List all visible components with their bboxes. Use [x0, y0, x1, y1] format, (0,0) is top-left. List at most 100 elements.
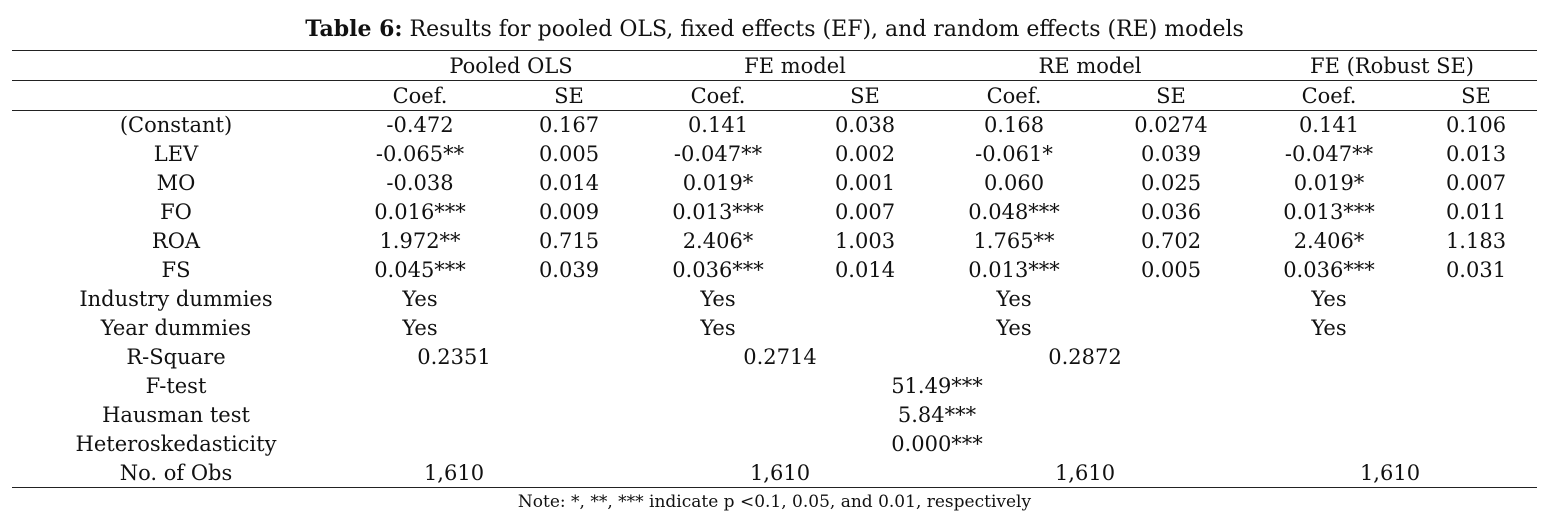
- table-cell: 0.009: [538, 200, 600, 224]
- table-cell: Yes: [700, 287, 736, 311]
- obs-value: 1,610: [1359, 461, 1421, 485]
- row-label: LEV: [153, 142, 199, 166]
- row-label: F-test: [145, 374, 207, 398]
- table-row: (Constant) -0.472 0.167 0.141 0.038 0.168 0.02…: [0, 111, 1549, 140]
- obs-value: 1,610: [1054, 461, 1116, 485]
- table-cell: 0.715: [538, 229, 600, 253]
- table-cell: -0.038: [386, 171, 454, 195]
- subheader-se: SE: [554, 84, 584, 108]
- subheader-se: SE: [850, 84, 880, 108]
- table-cell: 0.106: [1445, 113, 1507, 137]
- table-cell: Yes: [996, 316, 1032, 340]
- table-cell: 0.013: [1445, 142, 1507, 166]
- group-header-fe-robust: FE (Robust SE): [1310, 54, 1474, 78]
- table-cell: 0.168: [983, 113, 1045, 137]
- table-cell: 0.141: [1298, 113, 1360, 137]
- table-cell: 0.048***: [968, 200, 1060, 224]
- subheader-se: SE: [1461, 84, 1491, 108]
- table-cell: 0.141: [687, 113, 749, 137]
- group-header-fe-model: FE model: [744, 54, 846, 78]
- table-caption: Table 6: Results for pooled OLS, fixed e…: [0, 14, 1549, 45]
- table-row: Industry dummies Yes Yes Yes Yes: [0, 285, 1549, 314]
- table-cell: 0.025: [1140, 171, 1202, 195]
- table-cell: 0.039: [1140, 142, 1202, 166]
- row-label: Heteroskedasticity: [75, 432, 277, 456]
- rsquare-row: R-Square 0.2351 0.2714 0.2872: [0, 343, 1549, 372]
- table-cell: 0.002: [834, 142, 896, 166]
- table-cell: 0.005: [1140, 258, 1202, 282]
- table-cell: 1.765**: [973, 229, 1055, 253]
- table-cell: 0.167: [538, 113, 600, 137]
- table-cell: 0.013***: [968, 258, 1060, 282]
- subheader-coef: Coef.: [1301, 84, 1357, 108]
- table-cell: 2.406*: [1293, 229, 1365, 253]
- rsquare-value: 0.2714: [743, 345, 817, 369]
- table-cell: 0.013***: [1283, 200, 1375, 224]
- table-cell: 0.011: [1445, 200, 1507, 224]
- table-cell: 0.019*: [1293, 171, 1365, 195]
- table-cell: 0.007: [1445, 171, 1507, 195]
- table-cell: Yes: [1311, 287, 1347, 311]
- row-label: FS: [161, 258, 191, 282]
- table-cell: 0.702: [1140, 229, 1202, 253]
- table-cell: Yes: [996, 287, 1032, 311]
- table-row: FS 0.045*** 0.039 0.036*** 0.014 0.013*** 0.00…: [0, 256, 1549, 285]
- row-label: (Constant): [119, 113, 233, 137]
- table-row: FO 0.016*** 0.009 0.013*** 0.007 0.048*** 0.03…: [0, 198, 1549, 227]
- table-cell: 0.014: [538, 171, 600, 195]
- table-caption-label: Table 6:: [305, 16, 403, 42]
- row-label: Hausman test: [102, 403, 250, 427]
- obs-row: No. of Obs 1,610 1,610 1,610 1,610: [0, 459, 1549, 488]
- table-cell: 0.005: [538, 142, 600, 166]
- table-cell: -0.061*: [975, 142, 1053, 166]
- table-row: Year dummies Yes Yes Yes Yes: [0, 314, 1549, 343]
- table-cell: 0.039: [538, 258, 600, 282]
- obs-value: 1,610: [423, 461, 485, 485]
- table-cell: -0.472: [386, 113, 454, 137]
- test-value: 5.84***: [897, 403, 977, 427]
- table-cell: 1.003: [834, 229, 896, 253]
- table-cell: -0.047**: [1284, 142, 1374, 166]
- table-row: MO -0.038 0.014 0.019* 0.001 0.060 0.025 0.019*…: [0, 169, 1549, 198]
- rsquare-value: 0.2351: [417, 345, 491, 369]
- subheader-coef: Coef.: [392, 84, 448, 108]
- test-value: 0.000***: [891, 432, 983, 456]
- test-row: Heteroskedasticity 0.000***: [0, 430, 1549, 459]
- subheader-se: SE: [1156, 84, 1186, 108]
- table-cell: 0.0274: [1134, 113, 1208, 137]
- subheader-coef: Coef.: [986, 84, 1042, 108]
- test-value: 51.49***: [891, 374, 983, 398]
- table-cell: -0.065**: [375, 142, 465, 166]
- row-label: ROA: [151, 229, 201, 253]
- table-cell: Yes: [1311, 316, 1347, 340]
- table-cell: 0.014: [834, 258, 896, 282]
- group-rule: [12, 80, 1537, 81]
- table-cell: 1.183: [1445, 229, 1507, 253]
- test-row: F-test 51.49***: [0, 372, 1549, 401]
- row-label: Industry dummies: [79, 287, 273, 311]
- group-header-re-model: RE model: [1038, 54, 1142, 78]
- table-cell: 0.001: [834, 171, 896, 195]
- table-row: ROA 1.972** 0.715 2.406* 1.003 1.765** 0.702 2.…: [0, 227, 1549, 256]
- row-label: No. of Obs: [119, 461, 233, 485]
- table-row: LEV -0.065** 0.005 -0.047** 0.002 -0.061* 0.03…: [0, 140, 1549, 169]
- table-cell: Yes: [402, 316, 438, 340]
- table-caption-text: Results for pooled OLS, fixed effects (E…: [402, 17, 1244, 42]
- table-cell: Yes: [402, 287, 438, 311]
- table-cell: 1.972**: [379, 229, 461, 253]
- row-label: R-Square: [126, 345, 226, 369]
- group-header-pooled-ols: Pooled OLS: [449, 54, 573, 78]
- table-cell: 0.019*: [682, 171, 754, 195]
- table-cell: 2.406*: [682, 229, 754, 253]
- obs-value: 1,610: [749, 461, 811, 485]
- table-cell: 0.036: [1140, 200, 1202, 224]
- table-cell: 0.013***: [672, 200, 764, 224]
- table-cell: 0.060: [983, 171, 1045, 195]
- rsquare-value: 0.2872: [1048, 345, 1122, 369]
- bottom-rule: [12, 487, 1537, 488]
- table-note: Note: *, **, *** indicate p <0.1, 0.05, …: [517, 492, 1032, 512]
- row-label: MO: [156, 171, 196, 195]
- row-label: FO: [160, 200, 192, 224]
- row-label: Year dummies: [100, 316, 252, 340]
- table-cell: 0.038: [834, 113, 896, 137]
